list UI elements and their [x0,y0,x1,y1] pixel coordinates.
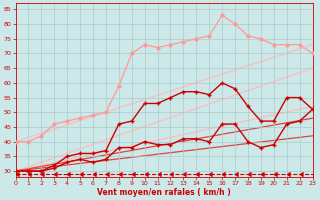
X-axis label: Vent moyen/en rafales ( km/h ): Vent moyen/en rafales ( km/h ) [97,188,231,197]
